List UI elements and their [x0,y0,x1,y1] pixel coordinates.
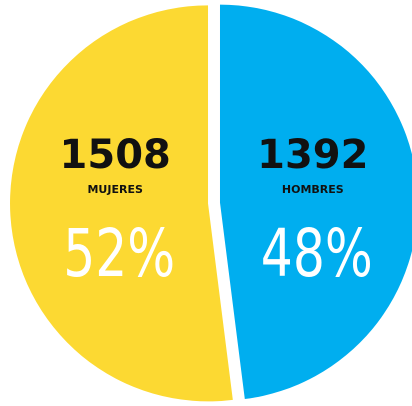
percent-label: 52% [63,215,175,292]
category-label: MUJERES [87,183,142,196]
count-label: 1392 [257,132,368,178]
percent-label: 48% [261,215,373,292]
pie-slice [10,5,233,402]
count-label: 1508 [60,132,171,178]
pie-slice [219,4,412,400]
category-label: HOMBRES [282,183,344,196]
